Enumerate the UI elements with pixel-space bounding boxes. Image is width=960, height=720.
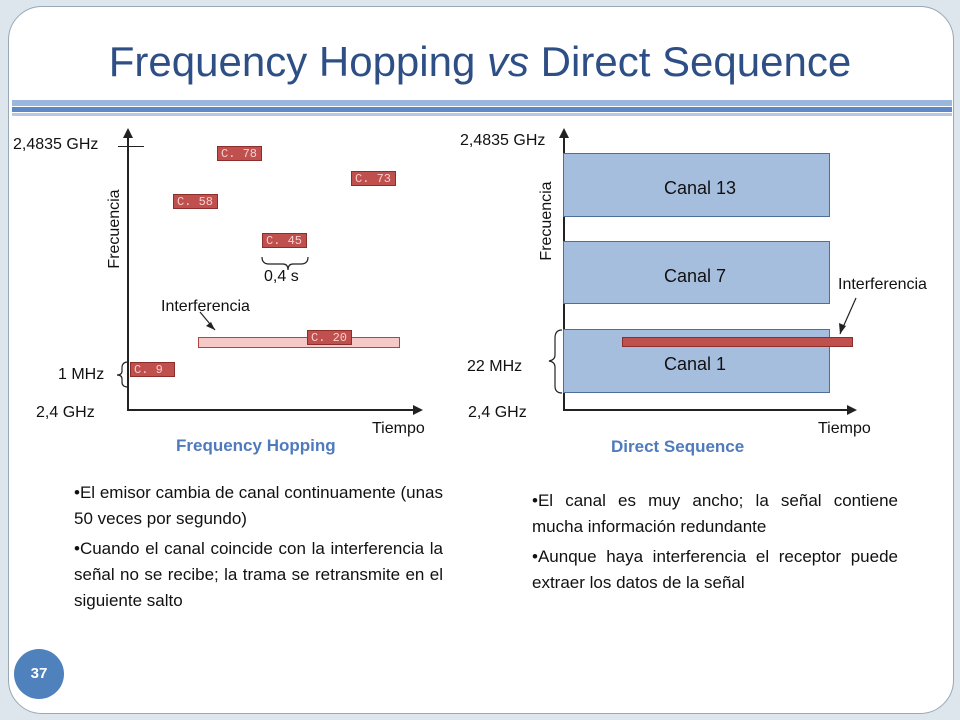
- fh-bottom-freq: 2,4 GHz: [36, 404, 95, 421]
- ds-bullet-1: •El canal es muy ancho; la señal contien…: [532, 491, 898, 536]
- ds-bullet-list: •El canal es muy ancho; la señal contien…: [528, 488, 898, 596]
- fh-bullet-1: •El emisor cambia de canal continuamente…: [74, 483, 443, 528]
- fh-hop-c9: C. 9: [130, 362, 175, 377]
- fh-x-axis: [127, 409, 415, 411]
- title-divider-dark: [12, 107, 952, 112]
- ds-channel-7: Canal 7: [563, 241, 830, 304]
- fh-bandwidth-brace: [116, 361, 129, 388]
- ds-top-freq: 2,4835 GHz: [460, 132, 546, 149]
- ds-pointer-head: [839, 323, 846, 334]
- fh-hop-c58: C. 58: [173, 194, 218, 209]
- title-divider-light: [12, 113, 952, 116]
- ds-annotations: [548, 297, 857, 394]
- fh-interference-bar: [198, 337, 400, 348]
- fh-top-tick: [118, 146, 144, 147]
- fh-interference-label: Interferencia: [161, 298, 250, 315]
- page-title: Frequency Hopping vs Direct Sequence: [108, 38, 852, 85]
- ds-bandwidth: 22 MHz: [467, 358, 523, 375]
- fh-y-axis: [127, 134, 129, 410]
- ds-x-label: Tiempo: [818, 420, 871, 437]
- ds-interference-bar: [622, 337, 853, 347]
- fh-x-label: Tiempo: [372, 420, 425, 437]
- fh-bullet-list: •El emisor cambia de canal continuamente…: [70, 480, 443, 614]
- fh-hop-c78: C. 78: [217, 146, 262, 161]
- fh-hop-c45: C. 45: [262, 233, 307, 248]
- ds-caption: Direct Sequence: [611, 437, 745, 456]
- ds-bullet-2: •Aunque haya interferencia el receptor p…: [532, 547, 898, 592]
- fh-bandwidth: 1 MHz: [58, 366, 105, 383]
- ds-bandwidth-brace: [548, 329, 563, 394]
- fh-top-freq: 2,4835 GHz: [13, 136, 99, 153]
- fh-bullet-2: •Cuando el canal coincide con la interfe…: [74, 539, 443, 610]
- fh-caption: Frequency Hopping: [176, 436, 336, 455]
- fh-x-arrow: [413, 405, 423, 415]
- fh-hop-c20: C. 20: [307, 330, 352, 345]
- ds-x-axis: [563, 409, 849, 411]
- fh-annotations: [116, 256, 309, 388]
- title-divider: [12, 100, 952, 106]
- ds-y-arrow: [559, 128, 569, 138]
- fh-hop-c73: C. 73: [351, 171, 396, 186]
- ds-interference-label: Interferencia: [838, 276, 927, 293]
- ds-bottom-freq: 2,4 GHz: [468, 404, 527, 421]
- fh-duration: 0,4 s: [264, 268, 299, 285]
- fh-duration-brace: [261, 256, 309, 271]
- ds-x-arrow: [847, 405, 857, 415]
- ds-channel-13: Canal 13: [563, 153, 830, 217]
- page-number-badge: 37: [14, 649, 64, 699]
- fh-pointer-head: [206, 322, 215, 330]
- ds-y-label: Frecuencia: [538, 181, 555, 261]
- fh-y-arrow: [123, 128, 133, 138]
